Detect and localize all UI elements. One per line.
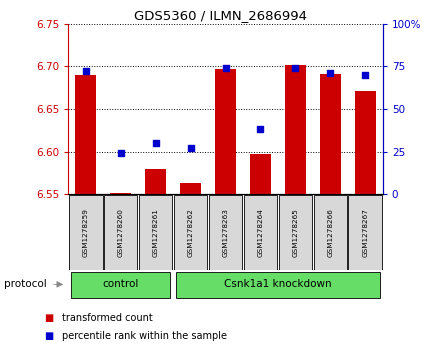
FancyBboxPatch shape xyxy=(174,195,207,270)
FancyBboxPatch shape xyxy=(69,195,103,270)
FancyBboxPatch shape xyxy=(314,195,347,270)
FancyBboxPatch shape xyxy=(244,195,277,270)
Point xyxy=(82,69,89,74)
Bar xyxy=(215,69,236,194)
Point xyxy=(187,145,194,151)
Text: transformed count: transformed count xyxy=(62,313,152,323)
Point xyxy=(222,65,229,71)
Bar xyxy=(320,74,341,194)
Text: GDS5360 / ILMN_2686994: GDS5360 / ILMN_2686994 xyxy=(133,9,307,22)
Text: GSM1278261: GSM1278261 xyxy=(153,208,158,257)
FancyBboxPatch shape xyxy=(71,272,170,298)
Text: GSM1278263: GSM1278263 xyxy=(223,208,228,257)
Point xyxy=(362,72,369,78)
Text: GSM1278266: GSM1278266 xyxy=(327,208,334,257)
Text: Csnk1a1 knockdown: Csnk1a1 knockdown xyxy=(224,280,332,289)
FancyBboxPatch shape xyxy=(139,195,172,270)
Text: percentile rank within the sample: percentile rank within the sample xyxy=(62,331,227,341)
Bar xyxy=(145,168,166,194)
Point xyxy=(257,126,264,132)
FancyBboxPatch shape xyxy=(209,195,242,270)
Text: GSM1278260: GSM1278260 xyxy=(117,208,124,257)
Point xyxy=(152,140,159,146)
Text: GSM1278265: GSM1278265 xyxy=(293,208,298,257)
Text: GSM1278259: GSM1278259 xyxy=(83,208,89,257)
Bar xyxy=(355,91,376,194)
FancyBboxPatch shape xyxy=(348,195,382,270)
Text: GSM1278264: GSM1278264 xyxy=(257,208,264,257)
Bar xyxy=(110,193,131,194)
Bar xyxy=(180,183,201,194)
Text: GSM1278262: GSM1278262 xyxy=(187,208,194,257)
Text: GSM1278267: GSM1278267 xyxy=(362,208,368,257)
Bar xyxy=(285,65,306,194)
Text: control: control xyxy=(103,280,139,289)
Point xyxy=(327,70,334,76)
Point xyxy=(117,150,124,156)
FancyBboxPatch shape xyxy=(104,195,137,270)
Text: ■: ■ xyxy=(44,331,53,341)
FancyBboxPatch shape xyxy=(176,272,380,298)
Bar xyxy=(75,75,96,194)
Text: ■: ■ xyxy=(44,313,53,323)
Point xyxy=(292,65,299,71)
FancyBboxPatch shape xyxy=(279,195,312,270)
Bar xyxy=(250,154,271,194)
Text: protocol: protocol xyxy=(4,280,47,289)
